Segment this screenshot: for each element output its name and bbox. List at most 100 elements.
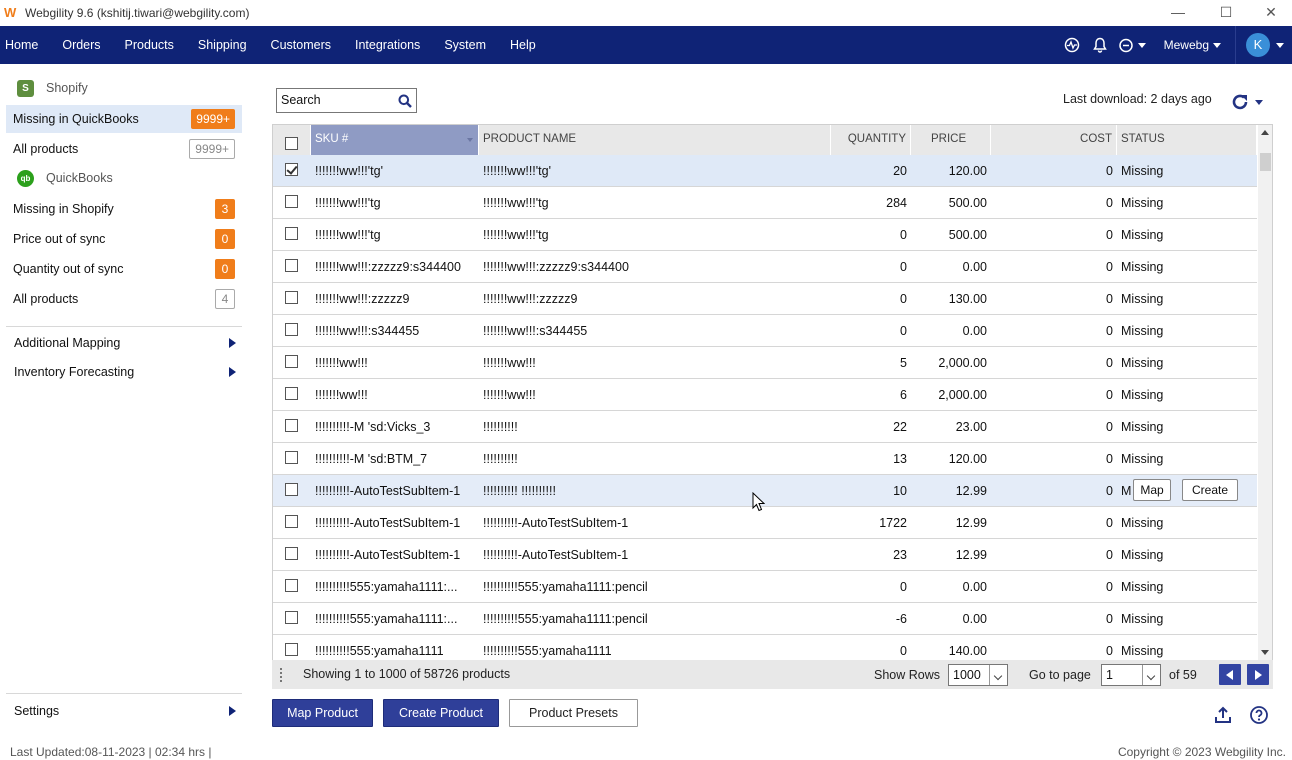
alarm-clock-icon[interactable] xyxy=(1114,26,1150,64)
price-cell: 130.00 xyxy=(948,291,987,306)
search-box[interactable]: Search xyxy=(276,88,417,113)
row-checkbox[interactable] xyxy=(285,610,298,624)
caret-right-icon xyxy=(229,367,236,377)
nav-help[interactable]: Help xyxy=(510,38,536,52)
previous-page-button[interactable] xyxy=(1219,664,1241,685)
sidebar-item-price-out-of-sync[interactable]: Price out of sync 0 xyxy=(6,225,242,253)
column-header-product-name[interactable]: PRODUCT NAME xyxy=(479,125,831,155)
sidebar-link-additional-mapping[interactable]: Additional Mapping xyxy=(6,330,242,356)
cost-cell: 0 xyxy=(1106,323,1113,338)
drag-handle-icon[interactable] xyxy=(280,668,282,682)
nav-products[interactable]: Products xyxy=(124,38,174,52)
nav-integrations[interactable]: Integrations xyxy=(354,38,421,52)
column-header-price[interactable]: PRICE xyxy=(911,125,991,155)
close-window-button[interactable]: ✕ xyxy=(1265,4,1277,20)
price-cell: 12.99 xyxy=(955,515,987,530)
table-row[interactable]: !!!!!!!ww!!!:zzzzz9:s344400 !!!!!!!ww!!!:… xyxy=(273,251,1257,283)
chevron-down-icon xyxy=(1142,665,1160,685)
table-row[interactable]: !!!!!!!!!!-AutoTestSubItem-1 !!!!!!!!!!-A… xyxy=(273,507,1257,539)
next-page-button[interactable] xyxy=(1247,664,1269,685)
row-checkbox[interactable] xyxy=(285,514,298,528)
table-row[interactable]: !!!!!!!!!!-AutoTestSubItem-1 !!!!!!!!!!-A… xyxy=(273,539,1257,571)
refresh-button[interactable] xyxy=(1230,90,1266,114)
activity-icon[interactable] xyxy=(1058,26,1086,64)
row-create-button[interactable]: Create xyxy=(1182,479,1238,501)
nav-home[interactable]: Home xyxy=(5,38,39,52)
row-checkbox[interactable] xyxy=(285,386,298,400)
table-row[interactable]: !!!!!!!ww!!! !!!!!!!ww!!! 5 2,000.00 0 Missin… xyxy=(273,347,1257,379)
scroll-up-icon[interactable] xyxy=(1261,130,1269,135)
row-checkbox[interactable] xyxy=(285,162,298,176)
row-checkbox[interactable] xyxy=(285,482,298,496)
column-header-cost[interactable]: COST xyxy=(991,125,1117,155)
search-input[interactable]: Search xyxy=(281,93,321,107)
row-checkbox[interactable] xyxy=(285,226,298,240)
maximize-button[interactable]: ☐ xyxy=(1219,4,1233,20)
price-cell: 0.00 xyxy=(962,579,987,594)
table-row[interactable]: !!!!!!!!!!-M 'sd:BTM_7!!!!!!!!!! 13 120.00… xyxy=(273,443,1257,475)
export-button[interactable] xyxy=(1214,706,1232,727)
sidebar-item-shopify-all-products[interactable]: All products 9999+ xyxy=(6,135,242,163)
minimize-button[interactable]: — xyxy=(1171,4,1185,20)
column-header-sku[interactable]: SKU # xyxy=(311,125,479,155)
search-button[interactable] xyxy=(394,89,416,112)
row-checkbox[interactable] xyxy=(285,290,298,304)
nav-shipping[interactable]: Shipping xyxy=(197,38,247,52)
map-product-button[interactable]: Map Product xyxy=(272,699,373,727)
row-checkbox[interactable] xyxy=(285,194,298,208)
sidebar-item-quantity-out-of-sync[interactable]: Quantity out of sync 0 xyxy=(6,255,242,283)
table-row[interactable]: !!!!!!!!!!-AutoTestSubItem-1 !!!!!!!!!! !… xyxy=(273,475,1257,507)
table-row[interactable]: !!!!!!!!!!555:yamaha1111 !!!!!!!!!!555:ya… xyxy=(273,635,1257,660)
column-header-label: STATUS xyxy=(1121,133,1165,145)
help-button[interactable] xyxy=(1249,705,1269,728)
row-map-button[interactable]: Map xyxy=(1133,479,1171,501)
nav-customers[interactable]: Customers xyxy=(270,38,331,52)
table-row[interactable]: !!!!!!!!!!555:yamaha1111:... !!!!!!!!!!55… xyxy=(273,603,1257,635)
price-cell: 2,000.00 xyxy=(938,387,987,402)
quantity-cell: 0 xyxy=(900,579,907,594)
scrollbar-thumb[interactable] xyxy=(1260,153,1271,171)
sidebar-item-missing-in-quickbooks[interactable]: Missing in QuickBooks 9999+ xyxy=(6,105,242,133)
user-menu[interactable]: Mewebg xyxy=(1164,38,1221,52)
row-checkbox[interactable] xyxy=(285,354,298,368)
grid-rows: !!!!!!!ww!!!'tg' !!!!!!!ww!!!'tg' 20 120.00… xyxy=(273,155,1257,660)
row-checkbox[interactable] xyxy=(285,258,298,272)
table-row[interactable]: !!!!!!!ww!!!'tg !!!!!!!ww!!!'tg 0 500.00 0 Mi… xyxy=(273,219,1257,251)
show-rows-select[interactable]: 1000 xyxy=(948,664,1008,686)
page-select[interactable]: 1 xyxy=(1101,664,1161,686)
cost-cell: 0 xyxy=(1106,451,1113,466)
scroll-down-icon[interactable] xyxy=(1261,650,1269,655)
row-checkbox[interactable] xyxy=(285,418,298,432)
create-product-button[interactable]: Create Product xyxy=(383,699,499,727)
nav-system[interactable]: System xyxy=(444,38,486,52)
table-row[interactable]: !!!!!!!ww!!!'tg' !!!!!!!ww!!!'tg' 20 120.00… xyxy=(273,155,1257,187)
select-all-checkbox[interactable] xyxy=(285,137,298,150)
sidebar-item-missing-in-shopify[interactable]: Missing in Shopify 3 xyxy=(6,195,242,223)
vertical-scrollbar[interactable] xyxy=(1258,125,1272,660)
column-header-quantity[interactable]: QUANTITY xyxy=(831,125,911,155)
row-checkbox[interactable] xyxy=(285,546,298,560)
price-cell: 0.00 xyxy=(962,259,987,274)
chevron-down-icon xyxy=(1276,42,1284,48)
table-row[interactable]: !!!!!!!!!!555:yamaha1111:... !!!!!!!!!!55… xyxy=(273,571,1257,603)
sidebar-item-quickbooks-all-products[interactable]: All products 4 xyxy=(6,285,242,313)
account-menu[interactable]: K xyxy=(1236,33,1292,57)
column-header-status[interactable]: STATUS xyxy=(1117,125,1257,155)
product-presets-button[interactable]: Product Presets xyxy=(509,699,638,727)
table-row[interactable]: !!!!!!!ww!!!:s344455 !!!!!!!ww!!!:s344455… xyxy=(273,315,1257,347)
sidebar-link-settings[interactable]: Settings xyxy=(6,698,242,724)
bell-icon[interactable] xyxy=(1086,26,1114,64)
sidebar-item-label: Price out of sync xyxy=(13,232,106,246)
row-checkbox[interactable] xyxy=(285,642,298,656)
table-row[interactable]: !!!!!!!ww!!!:zzzzz9 !!!!!!!ww!!!:zzzzz9 0 1… xyxy=(273,283,1257,315)
nav-orders[interactable]: Orders xyxy=(62,38,101,52)
sidebar-link-inventory-forecasting[interactable]: Inventory Forecasting xyxy=(6,359,242,385)
table-row[interactable]: !!!!!!!!!!-M 'sd:Vicks_3!!!!!!!!!! 22 23.0… xyxy=(273,411,1257,443)
row-checkbox[interactable] xyxy=(285,578,298,592)
quantity-cell: 0 xyxy=(900,291,907,306)
table-row[interactable]: !!!!!!!ww!!!'tg !!!!!!!ww!!!'tg 284 500.00 0… xyxy=(273,187,1257,219)
row-checkbox[interactable] xyxy=(285,450,298,464)
row-checkbox[interactable] xyxy=(285,322,298,336)
table-row[interactable]: !!!!!!!ww!!! !!!!!!!ww!!! 6 2,000.00 0 Missin… xyxy=(273,379,1257,411)
column-header-label: QUANTITY xyxy=(847,133,906,145)
